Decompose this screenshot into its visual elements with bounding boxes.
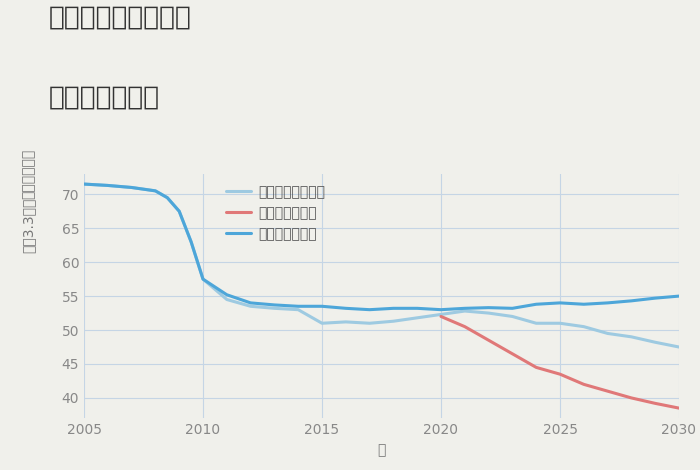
ノーマルシナリオ (413, 315, 421, 321)
グッドシナリオ (413, 306, 421, 311)
グッドシナリオ (270, 302, 279, 308)
グッドシナリオ (318, 304, 326, 309)
グッドシナリオ (163, 195, 172, 201)
グッドシナリオ (175, 208, 183, 214)
X-axis label: 年: 年 (377, 443, 386, 457)
ノーマルシナリオ (556, 321, 564, 326)
Line: バッドシナリオ: バッドシナリオ (441, 316, 679, 408)
Text: 坪（3.3㎡）: 坪（3.3㎡） (21, 198, 35, 253)
Text: 土地の価格推移: 土地の価格推移 (49, 85, 160, 110)
ノーマルシナリオ (484, 310, 493, 316)
バッドシナリオ (675, 405, 683, 411)
ノーマルシナリオ (318, 321, 326, 326)
グッドシナリオ (199, 276, 207, 282)
ノーマルシナリオ (294, 307, 302, 313)
グッドシナリオ (556, 300, 564, 306)
グッドシナリオ (104, 183, 112, 188)
ノーマルシナリオ (437, 312, 445, 317)
Line: グッドシナリオ: グッドシナリオ (84, 184, 679, 310)
ノーマルシナリオ (651, 339, 659, 345)
Line: ノーマルシナリオ: ノーマルシナリオ (84, 184, 679, 347)
グッドシナリオ (627, 298, 636, 304)
バッドシナリオ (532, 365, 540, 370)
バッドシナリオ (580, 382, 588, 387)
Text: 単価（万円）: 単価（万円） (21, 149, 35, 199)
グッドシナリオ (246, 300, 255, 306)
グッドシナリオ (151, 188, 160, 194)
ノーマルシナリオ (175, 208, 183, 214)
グッドシナリオ (127, 185, 136, 190)
グッドシナリオ (294, 304, 302, 309)
ノーマルシナリオ (80, 181, 88, 187)
ノーマルシナリオ (365, 321, 374, 326)
ノーマルシナリオ (461, 308, 469, 314)
グッドシナリオ (461, 306, 469, 311)
グッドシナリオ (675, 293, 683, 299)
ノーマルシナリオ (223, 297, 231, 302)
グッドシナリオ (342, 306, 350, 311)
バッドシナリオ (437, 313, 445, 319)
バッドシナリオ (461, 324, 469, 329)
グッドシナリオ (437, 307, 445, 313)
バッドシナリオ (484, 337, 493, 343)
ノーマルシナリオ (163, 195, 172, 201)
Legend: ノーマルシナリオ, バッドシナリオ, グッドシナリオ: ノーマルシナリオ, バッドシナリオ, グッドシナリオ (222, 181, 329, 245)
ノーマルシナリオ (603, 330, 612, 336)
グッドシナリオ (187, 239, 195, 244)
ノーマルシナリオ (342, 319, 350, 325)
バッドシナリオ (508, 351, 517, 357)
グッドシナリオ (223, 292, 231, 298)
グッドシナリオ (508, 306, 517, 311)
ノーマルシナリオ (270, 306, 279, 311)
ノーマルシナリオ (199, 276, 207, 282)
グッドシナリオ (365, 307, 374, 313)
Text: 奈良県奈良市右京の: 奈良県奈良市右京の (49, 5, 192, 31)
グッドシナリオ (484, 305, 493, 311)
ノーマルシナリオ (151, 188, 160, 194)
ノーマルシナリオ (187, 239, 195, 244)
バッドシナリオ (556, 371, 564, 377)
グッドシナリオ (532, 301, 540, 307)
ノーマルシナリオ (389, 318, 398, 324)
バッドシナリオ (627, 395, 636, 401)
グッドシナリオ (389, 306, 398, 311)
ノーマルシナリオ (127, 185, 136, 190)
グッドシナリオ (651, 295, 659, 301)
ノーマルシナリオ (675, 344, 683, 350)
ノーマルシナリオ (627, 334, 636, 340)
ノーマルシナリオ (104, 183, 112, 188)
ノーマルシナリオ (532, 321, 540, 326)
グッドシナリオ (80, 181, 88, 187)
バッドシナリオ (603, 388, 612, 394)
ノーマルシナリオ (246, 304, 255, 309)
ノーマルシナリオ (580, 324, 588, 329)
バッドシナリオ (651, 400, 659, 406)
グッドシナリオ (603, 300, 612, 306)
ノーマルシナリオ (508, 313, 517, 319)
グッドシナリオ (580, 301, 588, 307)
